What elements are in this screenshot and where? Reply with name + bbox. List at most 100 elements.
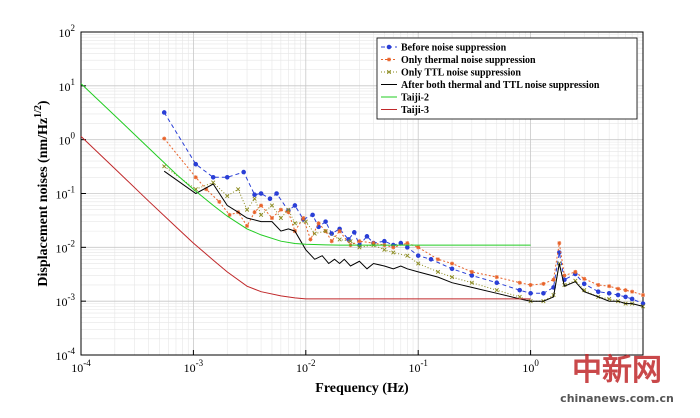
data-point [337, 237, 342, 242]
y-tick-label: 10-3 [56, 292, 76, 309]
data-point [528, 282, 533, 287]
data-point [607, 296, 612, 302]
data-point [292, 203, 298, 208]
data-point [162, 164, 167, 169]
y-tick-label: 10-1 [56, 185, 76, 202]
data-point [308, 237, 313, 242]
data-point [582, 288, 587, 293]
data-point [329, 231, 335, 236]
data-point [236, 187, 241, 192]
data-point [615, 292, 621, 298]
legend-label: Only TTL noise suppression [401, 68, 521, 79]
data-point [323, 229, 328, 234]
data-point [259, 203, 264, 208]
data-point [162, 136, 167, 141]
data-point [623, 288, 628, 293]
data-point [310, 212, 315, 218]
data-point [616, 286, 621, 291]
x-tick-label: 100 [522, 358, 539, 375]
legend-label: Only thermal noise suppression [401, 55, 536, 66]
data-point [371, 241, 376, 246]
data-point [357, 239, 362, 244]
y-tick-label: 102 [59, 23, 76, 40]
data-point [227, 212, 232, 217]
y-tick-label: 10-2 [56, 238, 76, 255]
data-point [640, 301, 646, 306]
watermark-url: chinanews.com.cn [560, 392, 674, 405]
data-point [528, 291, 533, 296]
y-tick-label: 10-4 [56, 346, 76, 363]
legend-box [376, 37, 638, 120]
data-point [469, 273, 475, 278]
data-point [274, 191, 279, 196]
series-3 [162, 164, 646, 309]
data-point [494, 275, 499, 280]
data-point [416, 245, 421, 250]
data-point [435, 269, 441, 274]
legend-label: After both thermal and TTL noise suppres… [401, 80, 600, 91]
data-point [386, 44, 392, 50]
data-point [245, 223, 250, 228]
legend-entry: Taiji-3 [381, 105, 429, 116]
data-point [517, 280, 522, 285]
data-point [278, 215, 283, 221]
data-point [301, 216, 306, 221]
axis-labels: Frequency (Hz) Displacement noises (nm/Hz… [33, 100, 409, 396]
data-point [225, 193, 230, 199]
data-point [428, 256, 434, 262]
series-line [163, 170, 644, 307]
series-6 [80, 136, 531, 300]
data-point [391, 245, 396, 250]
legend-entry: Before noise suppression [381, 43, 507, 54]
data-point [562, 273, 567, 278]
data-point [517, 287, 523, 293]
x-tick-label: 10-1 [408, 358, 428, 375]
data-point [204, 187, 209, 192]
data-point [623, 294, 628, 300]
data-point [210, 174, 216, 180]
data-point [450, 261, 455, 266]
data-point [193, 161, 199, 167]
data-point [449, 274, 455, 280]
data-point [382, 247, 387, 252]
series-line [80, 136, 531, 300]
series-4 [163, 170, 644, 307]
data-point [435, 257, 440, 262]
data-point [387, 57, 391, 62]
y-axis-title: Displacement noises (nm/Hz1/2) [33, 100, 51, 287]
data-point [351, 230, 357, 235]
data-point [494, 288, 499, 293]
axis-ticks: 10-4 10-3 10-2 10-1 100 10-4 10-3 10-2 10-1 100 10… [56, 23, 540, 375]
data-point [316, 221, 321, 226]
legend-entry: Only TTL noise suppression [381, 68, 521, 79]
series-line [80, 83, 531, 246]
data-point [211, 180, 216, 185]
data-point [630, 289, 635, 294]
data-point [286, 210, 291, 215]
data-point [258, 191, 264, 196]
y-tick-label: 101 [59, 77, 76, 94]
series-5 [80, 83, 531, 246]
data-point [398, 240, 404, 246]
data-point [405, 245, 410, 250]
data-point [252, 196, 257, 201]
data-point [323, 219, 328, 224]
data-point [386, 69, 392, 75]
data-point [337, 229, 342, 234]
data-point [286, 207, 291, 212]
data-point [241, 169, 246, 175]
data-point [551, 277, 556, 282]
series-group [80, 83, 646, 309]
data-point [244, 207, 250, 212]
legend-label: Taiji-2 [401, 93, 429, 104]
data-point [161, 110, 167, 115]
data-point [258, 212, 264, 218]
data-point [596, 282, 601, 287]
data-point [303, 219, 308, 224]
watermark: 中新网 chinanews.com.cn [560, 353, 674, 405]
data-point [364, 234, 370, 239]
data-point [269, 216, 274, 221]
data-point [292, 221, 298, 226]
